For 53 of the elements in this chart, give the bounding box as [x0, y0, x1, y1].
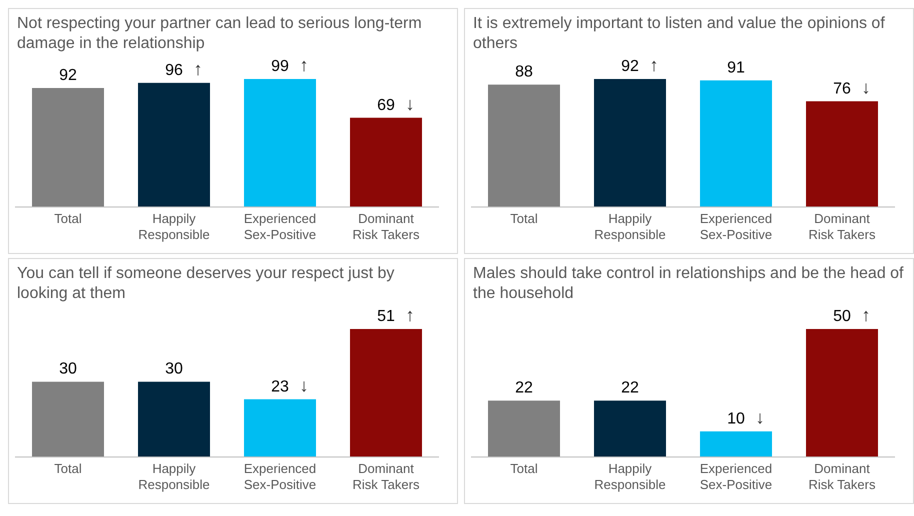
data-label: 96: [165, 62, 183, 79]
chart-title: Not respecting your partner can lead to serious long-term damage in the relationship: [16, 14, 423, 53]
data-label: 51: [377, 308, 395, 325]
data-label: 50: [833, 308, 851, 325]
data-label: 91: [727, 59, 745, 76]
data-label: 10: [727, 410, 745, 428]
annotation: ↓: [862, 77, 870, 98]
x-tick-label: Experienced Sex-Positive: [700, 211, 772, 242]
data-label: 99: [271, 58, 289, 75]
chart-title: It is extremely important to listen and value the opinions of others: [472, 14, 886, 53]
data-label: 88: [515, 64, 533, 81]
data-label: 92: [621, 58, 639, 75]
bar: [32, 88, 104, 207]
x-tick-label: Experienced Sex-Positive: [700, 461, 772, 492]
chart-title: You can tell if someone deserves your respect just by looking at them: [16, 264, 396, 303]
data-label: 22: [515, 380, 533, 397]
data-label: 22: [621, 380, 639, 397]
x-tick-label: Happily Responsible: [594, 211, 666, 242]
x-tick-label: Dominant Risk Takers: [808, 461, 876, 492]
x-tick-label: Happily Responsible: [138, 461, 210, 492]
x-tick-label: Experienced Sex-Positive: [244, 461, 316, 492]
x-tick-label: Happily Responsible: [138, 211, 210, 242]
bar: [244, 79, 316, 207]
bar: [488, 84, 560, 207]
x-tick-label: Happily Responsible: [594, 461, 666, 492]
x-tick-label: Total: [54, 461, 82, 476]
annotation: ↑: [194, 58, 202, 79]
x-tick-label: Dominant Risk Takers: [808, 211, 876, 242]
bar: [806, 101, 878, 207]
bar: [594, 79, 666, 207]
annotation: ↑: [650, 55, 658, 75]
x-tick-label: Total: [510, 211, 538, 226]
data-label: 92: [59, 67, 77, 84]
annotation: ↑: [300, 55, 308, 75]
x-tick-label: Total: [510, 461, 538, 476]
annotation: ↓: [756, 407, 764, 428]
x-tick-label: Total: [54, 211, 82, 226]
data-label: 30: [165, 360, 183, 378]
annotation: ↓: [300, 375, 308, 396]
chart-title: Males should take control in relationships and be the head of the household: [472, 264, 904, 303]
bar: [350, 118, 422, 207]
annotation: ↓: [406, 94, 414, 114]
x-tick-label: Dominant Risk Takers: [352, 211, 420, 242]
annotation: ↑: [406, 305, 414, 325]
data-label: 30: [59, 360, 77, 378]
data-label: 69: [377, 96, 395, 114]
bar: [138, 82, 210, 207]
x-tick-label: Dominant Risk Takers: [352, 461, 420, 492]
data-label: 76: [833, 80, 851, 98]
annotation: ↑: [862, 305, 870, 325]
x-tick-label: Experienced Sex-Positive: [244, 211, 316, 242]
data-label: 23: [271, 378, 289, 396]
bar: [700, 80, 772, 207]
